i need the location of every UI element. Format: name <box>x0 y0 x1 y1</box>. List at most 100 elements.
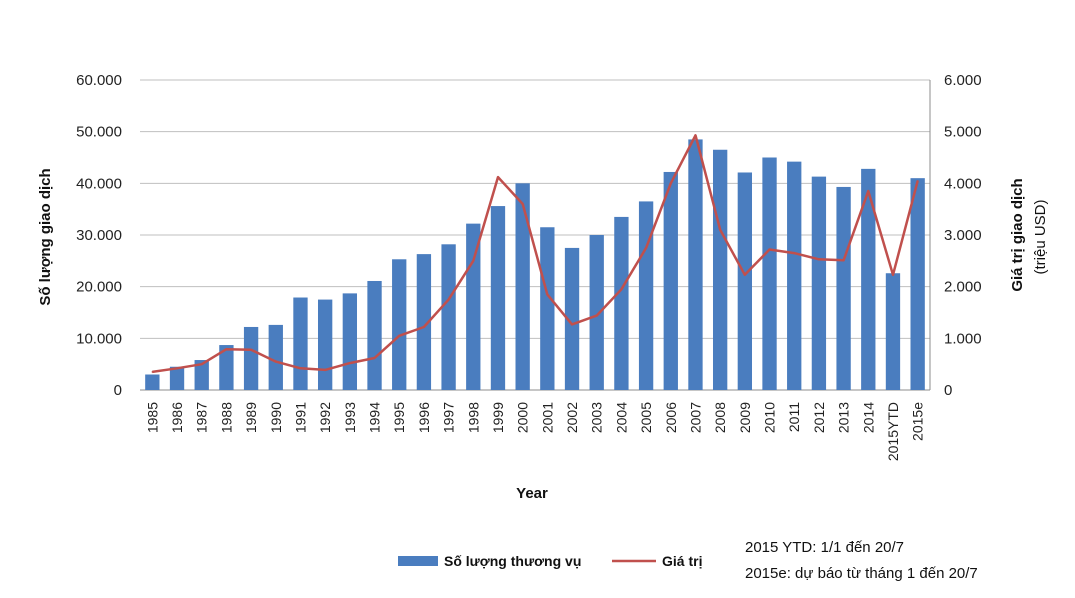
category-label: 1987 <box>194 402 210 433</box>
category-label: 2002 <box>564 402 580 433</box>
category-label: 1990 <box>268 402 284 433</box>
bar-1986 <box>169 366 185 390</box>
note-estimate: 2015e: dự báo từ tháng 1 đến 20/7 <box>745 565 978 582</box>
bar-2000 <box>515 183 530 390</box>
gridlines <box>140 79 931 391</box>
line-point-1987 <box>200 363 203 365</box>
line-point-1993 <box>349 362 351 364</box>
bar-2015YTD <box>885 273 901 390</box>
right-axis-ticks: 0 1.000 2.000 3.000 4.000 5.000 6.000 <box>944 72 982 399</box>
category-label: 1999 <box>490 402 506 433</box>
line-point-2012 <box>818 258 820 261</box>
right-tick-label: 1.000 <box>944 330 982 347</box>
category-label: 1997 <box>441 402 457 433</box>
bar-2001 <box>540 227 555 390</box>
bar-1997 <box>441 244 456 390</box>
bar-2013 <box>836 186 851 390</box>
right-tick-label: 0 <box>944 382 952 399</box>
line-point-1998 <box>472 260 475 262</box>
right-axis-title: Giá trị giao dịch <box>1009 178 1026 291</box>
bar-1999 <box>490 206 506 390</box>
left-tick-label: 0 <box>114 382 122 399</box>
category-label: 2012 <box>811 402 827 433</box>
bar-2003 <box>589 235 604 390</box>
bar-2006 <box>663 171 678 390</box>
category-label: 1994 <box>367 402 383 433</box>
bar-1988 <box>219 345 234 390</box>
line-point-2003 <box>595 314 598 317</box>
line-point-2011 <box>793 252 796 254</box>
category-label: 2005 <box>638 402 654 433</box>
line-point-2007 <box>694 134 697 137</box>
value-line <box>152 134 919 374</box>
bar-2004 <box>614 216 629 390</box>
bar-1996 <box>416 254 432 390</box>
left-tick-label: 50.000 <box>76 124 122 141</box>
line-point-1995 <box>398 334 401 337</box>
category-label: 1998 <box>465 402 481 433</box>
category-label: 2011 <box>786 402 802 432</box>
category-label: 2010 <box>762 402 778 433</box>
legend: Số lượng thương vụ Giá trị <box>398 553 702 569</box>
right-tick-label: 3.000 <box>944 227 982 244</box>
category-label: 2004 <box>613 402 629 433</box>
line-point-2013 <box>842 259 845 262</box>
bar-1992 <box>317 299 333 390</box>
category-label: 2001 <box>539 402 555 433</box>
bar-1991 <box>293 297 308 390</box>
category-label: 2014 <box>860 402 876 433</box>
bar-series <box>145 139 925 390</box>
category-label: 1986 <box>169 402 185 433</box>
line-point-1988 <box>225 348 228 350</box>
category-label: 2006 <box>663 402 679 433</box>
category-label: 2009 <box>737 402 753 433</box>
category-label: 2008 <box>712 402 728 433</box>
line-point-1992 <box>324 369 326 371</box>
right-axis-subtitle: (triệu USD) <box>1032 199 1049 274</box>
left-tick-label: 30.000 <box>76 227 122 244</box>
category-label: 2015YTD <box>885 402 901 461</box>
category-label: 2015e <box>910 402 926 441</box>
legend-bar-label: Số lượng thương vụ <box>444 553 581 569</box>
category-label: 2000 <box>515 402 531 433</box>
bar-1989 <box>243 326 259 390</box>
line-point-2015YTD <box>892 273 894 276</box>
bar-2007 <box>688 139 703 390</box>
bar-2005 <box>638 201 654 390</box>
category-label: 1996 <box>416 402 432 433</box>
bar-2010 <box>762 157 777 390</box>
line-point-2009 <box>744 273 746 276</box>
bar-1998 <box>466 223 481 390</box>
line-point-2014 <box>867 190 870 192</box>
bar-1995 <box>392 259 407 390</box>
line-point-2005 <box>645 247 647 249</box>
category-label: 1993 <box>342 402 358 433</box>
x-axis-title: Year <box>516 485 548 502</box>
category-label: 2007 <box>687 402 703 433</box>
line-point-1986 <box>176 367 178 370</box>
legend-line-label: Giá trị <box>662 553 702 569</box>
line-point-1994 <box>373 357 376 359</box>
line-point-1996 <box>423 326 425 328</box>
line-series <box>151 134 919 374</box>
line-point-2001 <box>546 293 549 296</box>
bar-2002 <box>564 247 580 390</box>
category-label: 1992 <box>317 402 333 433</box>
right-tick-label: 2.000 <box>944 279 982 296</box>
line-point-1989 <box>250 348 252 351</box>
bar-1993 <box>342 293 358 390</box>
bar-1994 <box>367 280 382 390</box>
category-label: 2013 <box>836 402 852 433</box>
right-tick-label: 4.000 <box>944 175 982 192</box>
line-point-2002 <box>571 323 573 326</box>
line-point-2004 <box>620 288 623 291</box>
left-axis-title: Số lượng giao dịch <box>37 168 54 305</box>
category-label: 1989 <box>243 402 259 433</box>
bar-1990 <box>268 324 283 390</box>
line-point-1990 <box>274 360 277 363</box>
category-label: 1985 <box>144 402 160 433</box>
note-ytd: 2015 YTD: 1/1 đến 20/7 <box>745 539 904 556</box>
line-point-1991 <box>299 367 302 370</box>
left-tick-label: 40.000 <box>76 175 122 192</box>
